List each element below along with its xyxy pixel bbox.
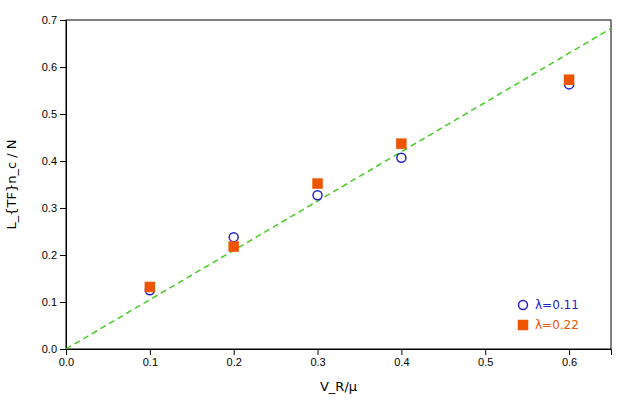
point — [397, 153, 406, 162]
tick-label: 0.6 — [42, 61, 57, 73]
x-axis: 0.0 0.1 0.2 0.3 0.4 0.5 0.6 — [59, 349, 612, 368]
tick: 0.4 — [394, 349, 409, 368]
tick: 0.0 — [59, 349, 74, 368]
tick: 0.3 — [42, 202, 66, 214]
x-axis-label: V_R/μ — [320, 379, 357, 394]
tick-mark — [60, 208, 66, 209]
point — [145, 282, 154, 291]
tick-mark — [150, 349, 151, 355]
tick-label: 0.3 — [310, 356, 325, 368]
point — [565, 75, 574, 84]
tick-mark — [234, 349, 235, 355]
tick: 0.5 — [42, 108, 66, 120]
reference-line — [66, 28, 611, 349]
legend-label: λ=0.11 — [535, 298, 579, 312]
tick-label: 0.2 — [42, 249, 57, 261]
plot-frame — [66, 20, 611, 349]
tick: 0.2 — [227, 349, 242, 368]
tick-mark — [60, 67, 66, 68]
tick-mark — [569, 349, 570, 355]
tick: 0.6 — [562, 349, 577, 368]
y-axis-label: L_{TF}n_c / N — [4, 140, 19, 230]
tick: 0.3 — [310, 349, 325, 368]
axis-line — [67, 350, 612, 356]
tick: 0.5 — [478, 349, 493, 368]
tick-mark — [485, 349, 486, 355]
tick-label: 0.7 — [42, 14, 57, 26]
point — [313, 191, 322, 200]
series — [145, 75, 573, 291]
point — [229, 233, 238, 242]
tick-label: 0.3 — [42, 202, 57, 214]
tick: 0.6 — [42, 61, 66, 73]
tick-label: 0.1 — [143, 356, 158, 368]
legend-marker — [519, 301, 528, 310]
legend-entry: λ=0.11 — [519, 298, 579, 312]
marks — [66, 28, 611, 349]
legend-marker — [519, 321, 528, 330]
point — [229, 242, 238, 251]
tick-mark — [60, 255, 66, 256]
tick: 0.0 — [42, 343, 66, 355]
tick-label: 0.0 — [59, 356, 74, 368]
legend: λ=0.11 λ=0.22 — [519, 298, 579, 332]
tick-mark — [60, 302, 66, 303]
tick-mark — [401, 349, 402, 355]
tick: 0.4 — [42, 155, 66, 167]
tick: 0.7 — [42, 14, 66, 26]
point — [313, 179, 322, 188]
tick-mark — [60, 349, 66, 350]
legend-entry: λ=0.22 — [519, 318, 579, 332]
chart: 0.00.10.20.30.40.50.60.00.10.20.30.40.50… — [0, 0, 635, 401]
tick-label: 0.4 — [42, 155, 57, 167]
plot-area: 0.00.10.20.30.40.50.60.00.10.20.30.40.50… — [42, 14, 612, 368]
y-axis: 0.0 0.1 0.2 0.3 0.4 0.5 0.6 0.7 — [42, 14, 67, 355]
tick-label: 0.4 — [394, 356, 409, 368]
tick-mark — [60, 20, 66, 21]
tick-mark — [318, 349, 319, 355]
point — [397, 139, 406, 148]
tick: 0.1 — [143, 349, 158, 368]
series — [145, 80, 573, 295]
tick-label: 0.5 — [42, 108, 57, 120]
tick-mark — [60, 114, 66, 115]
tick-label: 0.2 — [227, 356, 242, 368]
tick-label: 0.5 — [478, 356, 493, 368]
tick-mark — [60, 161, 66, 162]
tick: 0.2 — [42, 249, 66, 261]
tick-label: 0.1 — [42, 296, 57, 308]
tick-label: 0.0 — [42, 343, 57, 355]
legend-label: λ=0.22 — [535, 318, 579, 332]
tick-label: 0.6 — [562, 356, 577, 368]
tick: 0.1 — [42, 296, 66, 308]
